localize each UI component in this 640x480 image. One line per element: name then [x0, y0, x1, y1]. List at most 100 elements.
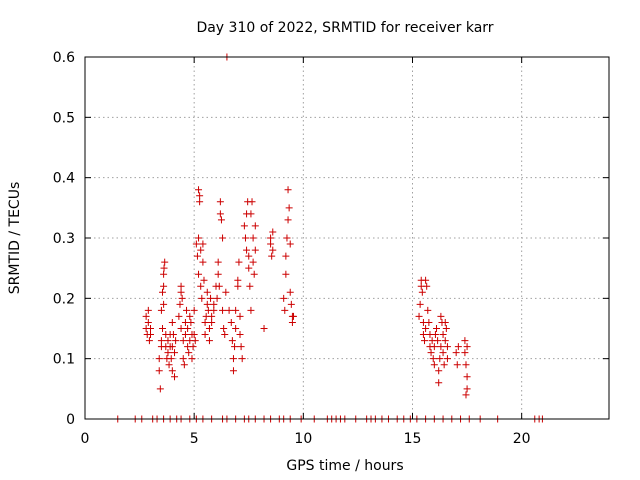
- data-point: [171, 349, 179, 357]
- data-point: [192, 240, 200, 248]
- data-point: [286, 240, 294, 248]
- data-point: [179, 337, 187, 345]
- data-point: [251, 222, 259, 230]
- data-point: [462, 391, 470, 399]
- data-point: [219, 306, 227, 314]
- data-point: [441, 318, 449, 326]
- data-point: [147, 331, 154, 339]
- data-point: [161, 258, 169, 266]
- data-point: [176, 300, 184, 308]
- grid: [85, 57, 609, 419]
- data-point: [159, 288, 167, 296]
- data-point: [193, 252, 201, 260]
- data-point: [189, 343, 197, 351]
- y-tick-label: 0.1: [53, 352, 75, 368]
- data-point: [197, 246, 205, 254]
- data-point: [200, 276, 208, 284]
- data-point: [199, 240, 207, 248]
- data-point: [415, 312, 423, 320]
- data-point: [418, 288, 426, 296]
- data-point: [462, 361, 470, 369]
- y-tick-label: 0.2: [53, 291, 75, 307]
- data-point: [236, 331, 244, 339]
- data-point: [155, 367, 163, 375]
- data-point: [160, 300, 168, 308]
- data-point: [247, 210, 255, 218]
- data-point: [197, 282, 205, 290]
- data-point: [188, 355, 196, 363]
- data-point: [229, 355, 237, 363]
- data-point: [434, 337, 442, 345]
- data-point: [190, 306, 198, 314]
- data-point: [169, 331, 177, 339]
- data-point: [157, 337, 165, 345]
- data-point: [234, 276, 242, 284]
- data-point: [283, 234, 291, 242]
- data-point: [251, 246, 259, 254]
- data-point: [144, 318, 152, 326]
- data-point: [195, 234, 203, 242]
- data-point: [183, 306, 191, 314]
- data-point: [437, 312, 445, 320]
- data-point: [246, 282, 254, 290]
- y-axis-label: SRMTID / TECUs: [7, 182, 23, 295]
- data-point: [282, 252, 290, 260]
- data-point: [422, 276, 430, 284]
- data-point: [160, 270, 168, 278]
- data-point: [156, 385, 164, 393]
- data-point: [219, 234, 227, 242]
- data-point: [425, 318, 433, 326]
- data-point: [187, 318, 195, 326]
- data-point: [419, 331, 427, 339]
- data-point: [216, 210, 224, 218]
- data-point: [435, 379, 443, 387]
- data-point: [214, 270, 222, 278]
- y-tick-label: 0.3: [53, 231, 75, 247]
- data-point: [440, 361, 448, 369]
- data-point: [195, 186, 203, 194]
- data-point: [147, 325, 154, 332]
- data-point: [232, 306, 240, 314]
- data-point: [427, 349, 435, 357]
- data-point: [199, 258, 207, 266]
- data-point: [269, 228, 277, 236]
- data-point: [201, 318, 209, 326]
- y-tick-label: 0: [66, 412, 75, 428]
- data-point: [203, 300, 211, 308]
- data-point: [221, 331, 229, 339]
- data-point: [180, 361, 188, 369]
- data-point: [167, 355, 175, 363]
- data-point: [177, 282, 185, 290]
- data-point: [227, 318, 235, 326]
- data-point: [229, 367, 237, 375]
- data-point: [268, 252, 276, 260]
- data-point: [441, 337, 449, 345]
- data-point: [175, 312, 183, 320]
- data-point: [430, 343, 438, 351]
- data-point: [249, 258, 257, 266]
- data-point: [190, 331, 198, 339]
- data-point: [168, 343, 176, 351]
- data-point: [177, 288, 185, 296]
- data-point: [443, 343, 451, 351]
- data-point: [423, 282, 431, 290]
- data-point: [210, 306, 218, 314]
- data-point: [168, 367, 176, 375]
- data-point: [215, 282, 223, 290]
- data-point: [179, 355, 187, 363]
- data-point: [208, 312, 216, 320]
- data-point: [245, 252, 253, 260]
- data-point: [232, 325, 240, 332]
- data-point: [463, 343, 471, 351]
- data-point: [290, 312, 298, 320]
- data-point: [203, 288, 211, 296]
- data-point: [430, 361, 438, 369]
- y-tick-label: 0.4: [53, 171, 75, 187]
- data-point: [463, 373, 471, 381]
- data-point: [198, 294, 206, 302]
- data-point: [171, 373, 179, 381]
- data-point: [191, 337, 199, 345]
- data-point: [237, 343, 245, 351]
